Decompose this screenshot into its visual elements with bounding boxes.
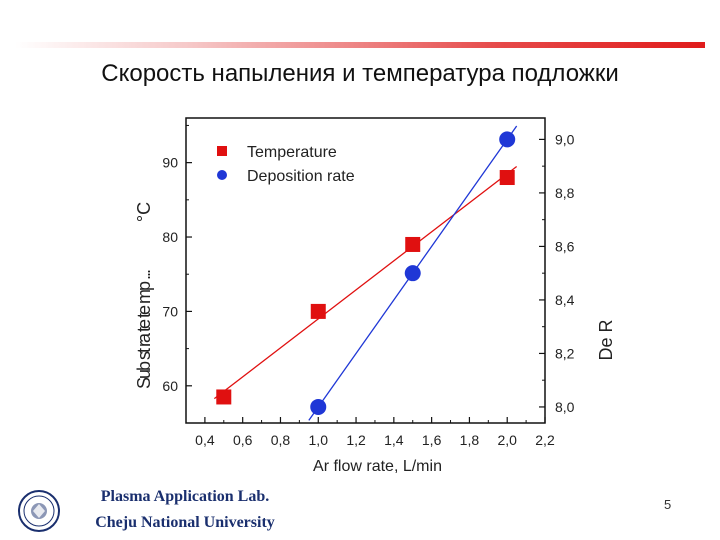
right-tick-label: 8,2 — [555, 345, 575, 361]
x-axis-label: Ar flow rate, L/min — [313, 458, 442, 475]
temperature-point — [499, 170, 515, 186]
legend-deposition-rate-label: Deposition rate — [247, 168, 355, 185]
x-tick-label: 1,0 — [309, 432, 329, 448]
temperature-point — [405, 236, 421, 252]
plot-frame — [185, 117, 546, 424]
left-axis-unit: °C — [134, 202, 154, 222]
university-seal-logo — [18, 490, 60, 532]
temperature-point — [216, 389, 232, 405]
x-tick-label: 0,6 — [233, 432, 253, 448]
left-tick-label: 90 — [162, 155, 178, 171]
legend-temperature-label: Temperature — [247, 144, 337, 161]
x-tick-label: 1,2 — [346, 432, 366, 448]
right-tick-label: 8,8 — [555, 185, 575, 201]
x-tick-label: 1,4 — [384, 432, 404, 448]
x-tick-label: 1,8 — [460, 432, 480, 448]
legend-deposition-rate-marker — [217, 170, 227, 180]
left-tick-label: 70 — [162, 303, 178, 319]
x-tick-label: 0,8 — [271, 432, 291, 448]
right-tick-label: 9,0 — [555, 131, 575, 147]
left-tick-label: 60 — [162, 378, 178, 394]
footer-lab-name: Plasma Application Lab. — [100, 488, 270, 505]
temperature-fit-line — [213, 166, 518, 400]
slide-title: Скорость напыления и температура подложк… — [101, 60, 619, 87]
x-tick-label: 1,6 — [422, 432, 442, 448]
right-tick-label: 8,4 — [555, 292, 575, 308]
right-tick-label: 8,6 — [555, 238, 575, 254]
deposition-rate-point — [499, 131, 516, 148]
x-tick-label: 2,0 — [497, 432, 517, 448]
deposition-rate-point — [310, 398, 327, 415]
x-tick-label: 0,4 — [195, 432, 215, 448]
footer-university-name: Cheju National University — [95, 514, 275, 531]
right-axis-label: De R — [596, 319, 616, 360]
left-tick-label: 80 — [162, 229, 178, 245]
deposition-rate-point — [404, 265, 421, 282]
left-axis-label: Sub st ra te te mp ... — [134, 270, 154, 389]
legend-temperature-marker — [217, 146, 227, 156]
temperature-point — [310, 303, 326, 319]
page-number: 5 — [664, 497, 672, 512]
header-accent-bar — [15, 42, 705, 48]
x-tick-label: 2,2 — [535, 432, 555, 448]
right-tick-label: 8,0 — [555, 399, 575, 415]
